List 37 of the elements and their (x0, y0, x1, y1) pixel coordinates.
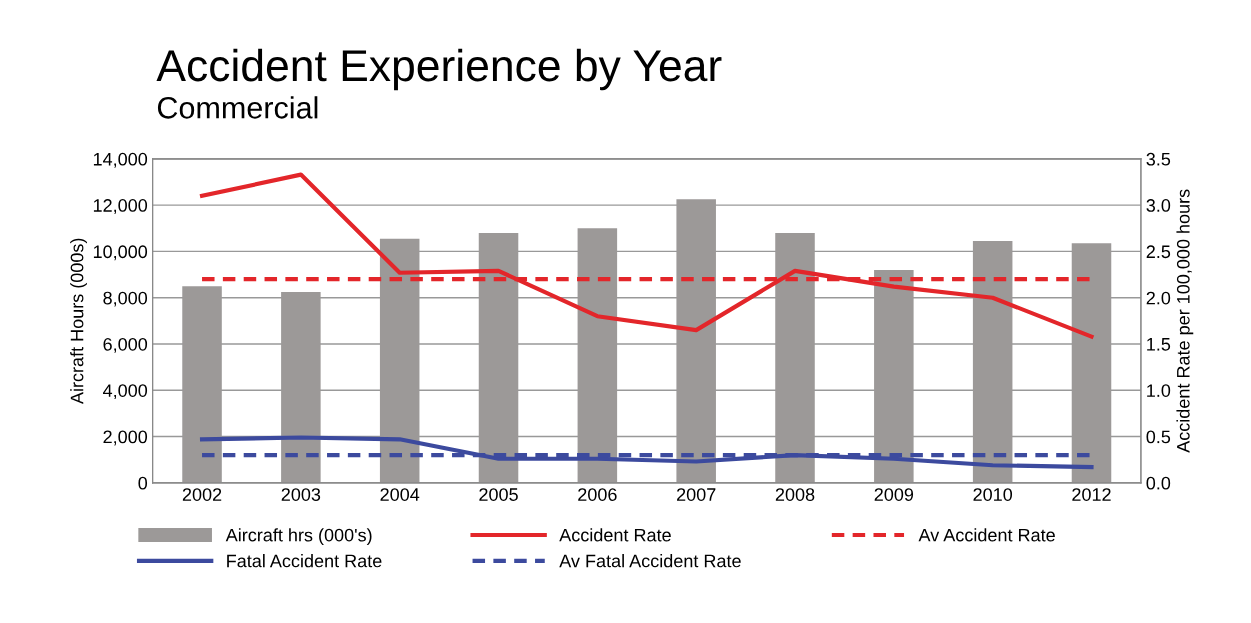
y2-tick-label: 1.0 (1147, 384, 1171, 397)
x-tick-label: 2010 (973, 488, 1013, 501)
y2-tick-label: 2.0 (1146, 291, 1171, 305)
y-tick-label: 4,000 (103, 384, 148, 400)
legend-label: Av Fatal Accident Rate (559, 554, 741, 568)
x-tick-label: 2008 (775, 488, 815, 501)
y2-tick-label: 3.5 (1146, 152, 1171, 166)
x-tick-label: 2006 (578, 488, 617, 501)
y-tick-label: 12,000 (93, 199, 148, 214)
y2-tick-label: 0.0 (1146, 476, 1171, 490)
x-tick-label: 2002 (182, 488, 222, 501)
line-series (199, 435, 1094, 470)
y2-tick-label: 3.0 (1146, 199, 1171, 212)
legend-label: Aircraft hrs (000's) (225, 528, 372, 546)
x-tick-label: 2009 (874, 488, 914, 501)
legend-label: Av Accident Rate (918, 528, 1055, 542)
y2-tick-label: 1.5 (1147, 338, 1171, 351)
x-tick-label: 2003 (281, 488, 321, 501)
chart-title: Accident Experience by Year (156, 48, 722, 91)
legend-label: Fatal Accident Rate (227, 554, 382, 568)
line-series (199, 172, 1094, 339)
x-tick-label: 2004 (380, 488, 420, 501)
y-tick-label: 14,000 (93, 152, 148, 168)
x-tick-label: 2005 (479, 488, 518, 501)
x-tick-label: 2012 (1072, 488, 1111, 501)
x-tick-label: 2007 (677, 488, 716, 501)
legend-label: Accident Rate (559, 528, 671, 542)
chart-subtitle: Commercial (157, 96, 318, 119)
y-tick-label: 2,000 (103, 430, 148, 446)
y-tick-label: 0 (138, 476, 148, 490)
y2-tick-label: 2.5 (1146, 245, 1171, 259)
y2-axis-title: Accident Rate per 100,000 hours (1176, 189, 1194, 453)
y-tick-label: 10,000 (93, 245, 148, 261)
y2-tick-label: 0.5 (1146, 430, 1171, 444)
y-axis-title: Aircraft Hours (000s) (70, 238, 87, 405)
y-tick-label: 6,000 (103, 337, 148, 353)
y-tick-label: 8,000 (103, 291, 148, 307)
